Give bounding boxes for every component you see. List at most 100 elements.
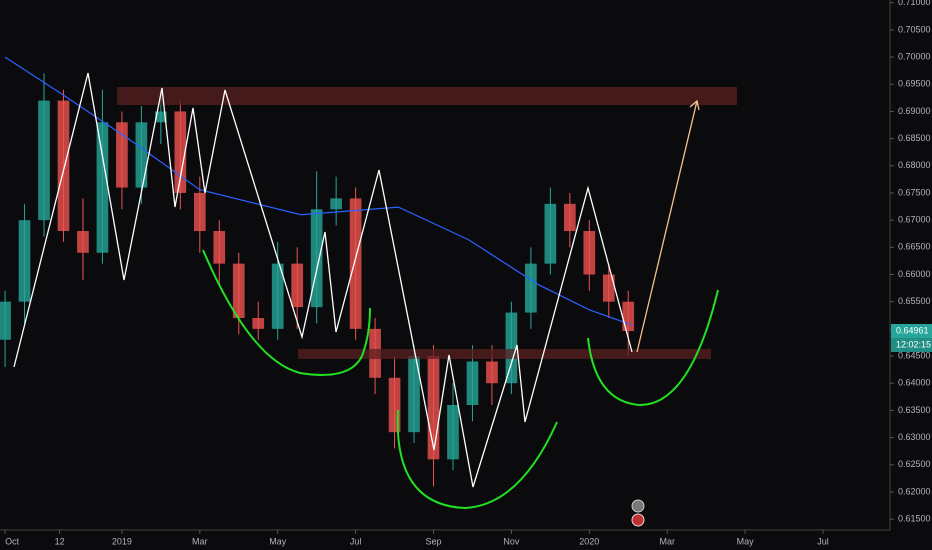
y-tick-label: 0.71000 (898, 0, 931, 7)
candle (583, 220, 596, 291)
candle (447, 383, 459, 471)
right-shoulder-curve (587, 289, 719, 407)
left-shoulder-curve (202, 249, 371, 376)
y-tick-label: 0.64000 (898, 378, 931, 388)
candle (0, 290, 11, 367)
candle (116, 111, 128, 210)
candle-body (96, 122, 109, 253)
candle (563, 192, 576, 248)
y-tick-label: 0.62500 (898, 459, 931, 469)
x-tick-label: 2020 (579, 536, 599, 546)
candle-body (116, 122, 128, 188)
candle (291, 247, 304, 329)
y-tick-label: 0.63500 (898, 405, 931, 415)
last-price-label: 0.64961 (896, 325, 929, 335)
x-tick-label: Mar (192, 536, 208, 546)
y-tick-label: 0.66000 (898, 269, 931, 279)
candle (57, 89, 70, 242)
support-zone (298, 349, 711, 359)
x-tick-label: Sep (426, 536, 442, 546)
x-tick-label: May (737, 536, 755, 546)
y-tick-label: 0.67500 (898, 187, 931, 197)
candle (38, 73, 50, 237)
y-tick-label: 0.63000 (898, 432, 931, 442)
candle (408, 345, 420, 444)
arrow-head (689, 99, 700, 111)
candle-body (622, 301, 635, 331)
candle (213, 220, 226, 286)
candle (252, 301, 265, 340)
candle-body (18, 220, 31, 302)
candle (349, 187, 362, 340)
candle (77, 198, 89, 280)
y-tick-label: 0.69500 (898, 79, 931, 89)
candle-body (544, 203, 557, 264)
y-tick-label: 0.70500 (898, 24, 931, 34)
resistance-zone (117, 87, 737, 105)
candle-body (583, 231, 596, 275)
candle-body (57, 100, 70, 232)
y-tick-label: 0.61500 (898, 514, 931, 524)
candle-body (330, 198, 342, 210)
candle-body (0, 301, 11, 340)
moving-average (4, 56, 633, 326)
candle-body (252, 318, 265, 329)
candle-body (408, 356, 420, 433)
candle-body (349, 198, 362, 329)
x-tick-label: Oct (5, 536, 20, 546)
event-marker[interactable] (631, 499, 645, 513)
countdown-box (891, 337, 932, 352)
candle-body (505, 312, 518, 384)
candle-body (213, 231, 226, 264)
candle-body (155, 111, 167, 123)
last-price-box (891, 323, 932, 338)
y-tick-label: 0.70000 (898, 51, 931, 61)
candle (174, 100, 187, 210)
candle (18, 203, 31, 324)
candle (602, 263, 615, 318)
countdown-label: 12:02:15 (896, 339, 931, 349)
candle-body (38, 100, 50, 221)
candle-body (486, 361, 498, 384)
x-tick-label: Jul (817, 536, 829, 546)
candle (96, 89, 109, 264)
candle (427, 345, 440, 487)
candle-body (174, 111, 187, 193)
event-marker[interactable] (631, 513, 645, 527)
x-tick-label: Jul (350, 536, 362, 546)
candle (310, 171, 323, 324)
candle-body (427, 356, 440, 460)
candle-body (388, 377, 401, 433)
candle-body (466, 361, 479, 405)
y-tick-label: 0.62000 (898, 486, 931, 496)
candle-body (135, 122, 148, 188)
zigzag (13, 72, 633, 488)
candle-body (447, 404, 459, 460)
x-tick-label: 12 (55, 536, 65, 546)
y-tick-label: 0.65500 (898, 296, 931, 306)
x-tick-label: Mar (659, 536, 675, 546)
candle-body (291, 263, 304, 308)
candle-body (310, 209, 323, 308)
candle (135, 106, 148, 204)
candle (505, 301, 518, 395)
candle-body (193, 192, 206, 232)
head-curve (396, 409, 558, 510)
y-tick-label: 0.68500 (898, 133, 931, 143)
candle-body (525, 263, 537, 313)
target-arrow (636, 100, 698, 353)
candle-body (232, 263, 245, 318)
y-tick-label: 0.69000 (898, 106, 931, 116)
candle-body (77, 231, 89, 253)
candle (525, 247, 537, 329)
drawings (13, 72, 737, 527)
x-tick-label: May (269, 536, 287, 546)
candle (330, 176, 342, 226)
candle-body (602, 274, 615, 302)
y-tick-label: 0.68000 (898, 160, 931, 170)
x-tick-label: 2019 (112, 536, 132, 546)
candle-body (563, 203, 576, 232)
